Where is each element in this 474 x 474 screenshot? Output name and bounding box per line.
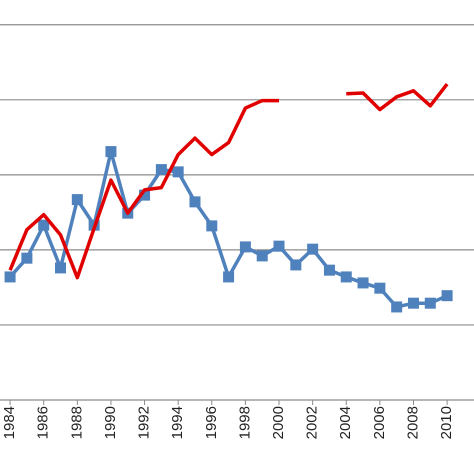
marker [189, 196, 201, 208]
marker [374, 282, 386, 294]
marker [357, 277, 369, 289]
x-tick-label: 1986 [35, 406, 52, 439]
marker [307, 243, 319, 255]
x-tick-label: 1984 [1, 406, 18, 439]
x-tick-label: 1994 [169, 406, 186, 439]
x-tick-label: 1992 [136, 406, 153, 439]
marker [340, 271, 352, 283]
marker [424, 297, 436, 309]
marker [256, 250, 268, 262]
marker [55, 262, 67, 274]
marker [71, 194, 83, 206]
marker [155, 164, 167, 176]
marker [172, 166, 184, 178]
marker [21, 252, 33, 264]
x-tick-label: 1988 [68, 406, 85, 439]
marker [290, 259, 302, 271]
marker [38, 219, 50, 231]
marker [323, 264, 335, 276]
marker [391, 301, 403, 313]
x-tick-label: 2002 [304, 406, 321, 439]
x-tick-label: 2010 [438, 406, 455, 439]
x-tick-label: 1990 [102, 406, 119, 439]
x-tick-label: 2006 [371, 406, 388, 439]
marker [4, 271, 16, 283]
marker [223, 271, 235, 283]
marker [407, 297, 419, 309]
marker [273, 240, 285, 252]
x-tick-label: 1996 [203, 406, 220, 439]
x-tick-label: 2008 [404, 406, 421, 439]
series-line [8, 82, 449, 280]
marker [139, 189, 151, 201]
marker [441, 290, 453, 302]
marker [105, 146, 117, 158]
marker [239, 241, 251, 253]
x-tick-label: 2000 [270, 406, 287, 439]
x-tick-label: 1998 [236, 406, 253, 439]
x-tick-label: 2004 [337, 406, 354, 439]
marker [206, 220, 218, 232]
